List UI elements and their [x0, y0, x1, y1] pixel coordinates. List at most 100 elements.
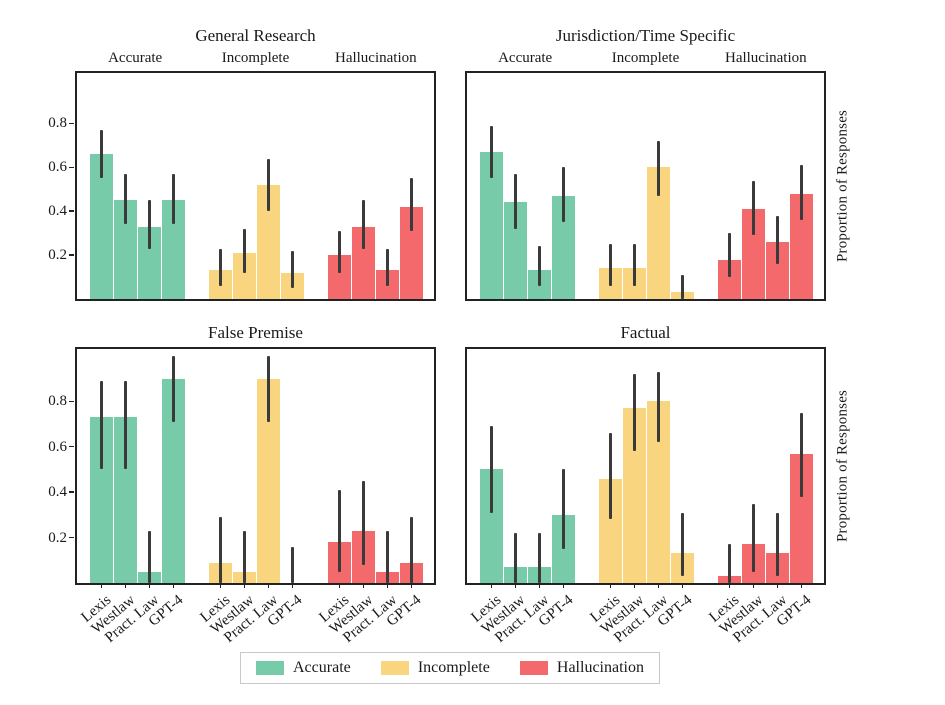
legend-label: Accurate — [293, 659, 351, 676]
plot-area — [465, 71, 826, 301]
x-tick-mark — [657, 583, 660, 588]
hallucination-swatch-icon — [519, 661, 548, 675]
panel-jurisdiction-time-specific: Jurisdiction/Time Specific Accurate Incomp… — [465, 26, 826, 301]
error-bar — [728, 544, 731, 583]
legend-item-accurate: Accurate — [256, 659, 351, 677]
error-bar — [148, 200, 151, 249]
group-label-incomplete: Incomplete — [221, 50, 290, 66]
bar-accurate-westlaw — [504, 202, 527, 299]
error-bar — [657, 141, 660, 196]
incomplete-swatch-icon — [380, 661, 409, 675]
panel-false-premise: False Premise Lexis Westlaw Pract. Law GPT-4… — [48, 323, 436, 646]
group-label-hallucination: Hallucination — [724, 50, 807, 66]
error-bar — [243, 228, 246, 273]
legend-item-hallucination: Hallucination — [519, 659, 644, 677]
x-tick-mark — [148, 583, 151, 588]
group-label-hallucination: Hallucination — [334, 50, 417, 66]
bar-incomplete-pract-law — [647, 167, 670, 299]
bar-accurate-gpt-4 — [552, 195, 575, 299]
group-label-incomplete: Incomplete — [611, 50, 680, 66]
bar-incomplete-pract-law — [257, 184, 280, 299]
y-tick-mark — [69, 122, 74, 125]
y-tick-mark — [69, 254, 74, 256]
panel-title: General Research — [195, 26, 316, 45]
error-bar — [410, 178, 413, 231]
error-bar — [752, 180, 755, 236]
error-bar — [800, 165, 803, 221]
y-axis-label-right-bottom: Proportion of Responses — [834, 389, 851, 543]
error-bar — [776, 512, 779, 577]
error-bar — [386, 248, 389, 286]
x-tick-mark — [267, 583, 270, 588]
error-bar — [514, 173, 517, 229]
group-labels: Accurate Incomplete Hallucination — [75, 49, 436, 69]
error-bar — [148, 530, 151, 583]
error-bar — [681, 274, 684, 299]
x-tick-mark — [752, 583, 755, 588]
error-bar — [172, 173, 175, 225]
x-tick-mark — [362, 583, 365, 588]
group-label-accurate: Accurate — [108, 50, 163, 66]
x-tick-mark — [728, 583, 731, 588]
error-bar — [490, 125, 493, 179]
plot-area — [75, 347, 436, 585]
x-tick-mark — [800, 583, 803, 588]
y-axis-label-right-top: Proportion of Responses — [834, 109, 851, 263]
y-tick-label: 0.2 — [48, 247, 67, 264]
error-bar — [752, 503, 755, 572]
y-tick-label: 0.8 — [48, 115, 67, 132]
x-tick-mark — [681, 583, 684, 588]
error-bar — [338, 230, 341, 273]
x-tick-mark — [243, 583, 246, 588]
bar-incomplete-lexis — [599, 478, 622, 583]
y-tick-mark — [69, 491, 74, 493]
y-tick-mark — [69, 536, 74, 539]
error-bar — [609, 433, 612, 520]
panel-factual: Factual Lexis Westlaw Pract. Law GPT-4 Lexis W… — [465, 323, 826, 646]
error-bar — [386, 530, 389, 583]
accurate-swatch-icon — [256, 661, 284, 675]
error-bar — [562, 469, 565, 549]
y-tick-mark — [69, 166, 74, 169]
x-tick-mark — [562, 583, 565, 588]
panel-general-research: General Research Accurate Incomplete Halluc… — [48, 26, 436, 301]
bar-incomplete-westlaw — [233, 252, 256, 299]
error-bar — [362, 480, 365, 565]
error-bar — [219, 517, 222, 583]
error-bar — [538, 533, 541, 583]
error-bar — [514, 533, 517, 583]
panel-title: False Premise — [208, 323, 303, 342]
error-bar — [728, 233, 731, 278]
error-bar — [124, 380, 127, 470]
error-bar — [267, 355, 270, 422]
x-tick-mark — [386, 583, 389, 588]
bar-hallucination-gpt-4 — [400, 206, 423, 299]
error-bar — [657, 371, 660, 443]
x-tick-mark — [338, 583, 341, 588]
bar-hallucination-pract-law — [766, 241, 789, 299]
x-tick-mark — [633, 583, 636, 588]
legend-item-incomplete: Incomplete — [380, 659, 490, 677]
bar-accurate-lexis — [480, 152, 503, 299]
error-bar — [538, 246, 541, 286]
x-tick-mark — [124, 583, 127, 588]
legend-label: Hallucination — [556, 659, 644, 676]
y-tick-label: 0.6 — [48, 159, 67, 176]
bar-accurate-lexis — [90, 417, 113, 583]
x-tick-mark — [538, 583, 541, 588]
bar-incomplete-pract-law — [257, 378, 280, 583]
error-bar — [219, 248, 222, 286]
legend-label: Incomplete — [417, 659, 490, 676]
x-tick-mark — [291, 583, 294, 588]
bar-hallucination-gpt-4 — [790, 193, 813, 299]
panel-title: Jurisdiction/Time Specific — [555, 26, 736, 45]
error-bar — [633, 374, 636, 452]
x-tick-mark — [609, 583, 612, 588]
error-bar — [291, 250, 294, 289]
error-bar — [100, 380, 103, 470]
error-bar — [681, 512, 684, 577]
bar-hallucination-westlaw — [742, 209, 765, 299]
x-tick-mark — [410, 583, 413, 588]
group-label-accurate: Accurate — [498, 50, 553, 66]
